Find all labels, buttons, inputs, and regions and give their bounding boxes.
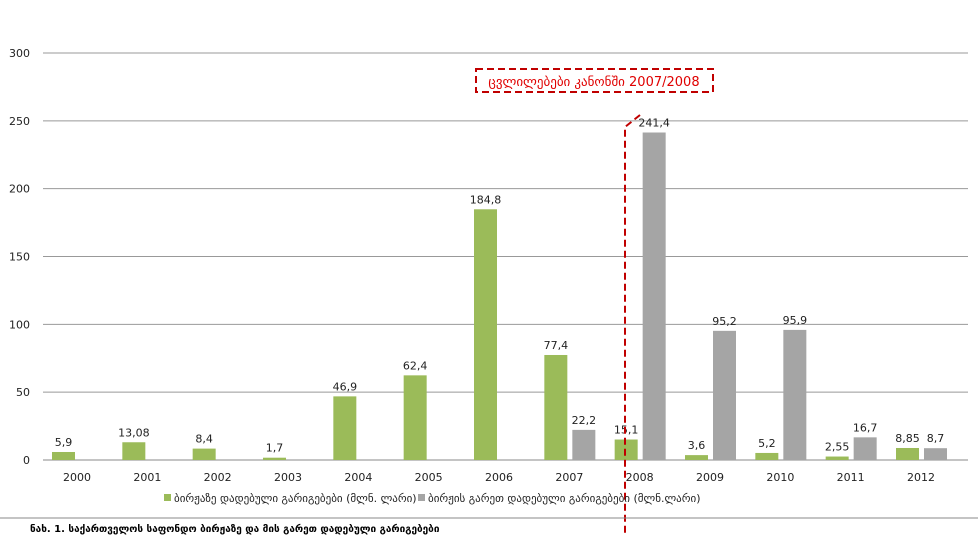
annotation-divider-line xyxy=(624,114,641,536)
bar-exchange-2012 xyxy=(896,447,919,460)
bar-otc-2012 xyxy=(924,448,947,460)
x-tick-label: 2001 xyxy=(133,471,161,484)
annotation-text: ცვლილებები კანონში 2007/2008 xyxy=(488,75,699,90)
y-tick-label: 300 xyxy=(9,47,30,60)
data-label: 1,7 xyxy=(266,442,284,455)
data-label: 5,2 xyxy=(758,437,776,450)
data-label: 8,85 xyxy=(895,432,920,445)
legend-label-exchange: ბირჟაზე დადებული გარიგებები (მლნ. ლარი) xyxy=(174,492,417,505)
x-tick-label: 2006 xyxy=(485,471,513,484)
bar-exchange-2000 xyxy=(52,451,75,460)
y-tick-label: 100 xyxy=(9,318,30,331)
bar-otc-2011 xyxy=(853,437,877,460)
data-label: 62,4 xyxy=(403,359,428,372)
x-tick-label: 2009 xyxy=(696,471,724,484)
x-tick-label: 2008 xyxy=(626,471,654,484)
data-label: 241,4 xyxy=(638,117,670,130)
legend: ბირჟაზე დადებული გარიგებები (მლნ. ლარი) … xyxy=(164,492,701,505)
data-label: 3,6 xyxy=(688,439,706,452)
data-label: 8,4 xyxy=(195,433,213,446)
data-label: 5,9 xyxy=(55,436,73,449)
data-label: 22,2 xyxy=(572,414,597,427)
x-tick-label: 2002 xyxy=(204,471,232,484)
x-tick-label: 2003 xyxy=(274,471,302,484)
bar-exchange-2007 xyxy=(544,354,568,460)
legend-swatch-exchange xyxy=(164,494,171,501)
data-label: 77,4 xyxy=(544,339,569,352)
bar-exchange-2009 xyxy=(685,455,708,460)
y-tick-label: 150 xyxy=(9,251,30,264)
bar-exchange-2010 xyxy=(755,452,779,460)
x-tick-label: 2010 xyxy=(766,471,794,484)
data-label: 46,9 xyxy=(333,380,358,393)
x-tick-label: 2007 xyxy=(555,471,583,484)
bar-exchange-2003 xyxy=(263,457,286,460)
data-label: 184,8 xyxy=(470,193,502,206)
bar-exchange-2011 xyxy=(825,456,849,460)
bar-exchange-2006 xyxy=(474,209,497,460)
data-label: 13,08 xyxy=(118,426,150,439)
x-tick-label: 2000 xyxy=(63,471,91,484)
y-tick-label: 200 xyxy=(9,183,30,196)
x-tick-label: 2004 xyxy=(344,471,372,484)
bar-otc-2007 xyxy=(572,429,596,460)
bar-otc-2008 xyxy=(642,132,666,460)
legend-label-otc: ბირჟის გარეთ დადებული გარიგებები (მლნ.ლა… xyxy=(428,492,701,505)
x-tick-label: 2011 xyxy=(837,471,865,484)
bar-exchange-2002 xyxy=(192,448,216,460)
legend-swatch-otc xyxy=(418,494,425,501)
data-label: 16,7 xyxy=(853,421,878,434)
bar-exchange-2005 xyxy=(403,375,427,460)
y-tick-label: 250 xyxy=(9,115,30,128)
y-tick-label: 50 xyxy=(16,386,30,399)
data-label: 95,9 xyxy=(783,314,808,327)
annotation-box xyxy=(475,68,714,93)
bar-otc-2010 xyxy=(783,329,807,460)
data-label: 95,2 xyxy=(712,315,737,328)
law-change-annotation: ცვლილებები კანონში 2007/2008 xyxy=(475,68,714,536)
data-label: 15,1 xyxy=(614,424,639,437)
x-tick-label: 2012 xyxy=(907,471,935,484)
x-tick-label: 2005 xyxy=(415,471,443,484)
y-tick-label: 0 xyxy=(23,454,30,467)
data-label: 2,55 xyxy=(825,441,850,454)
bar-otc-2009 xyxy=(713,330,736,460)
data-label: 8,7 xyxy=(927,432,945,445)
bar-exchange-2008 xyxy=(614,439,638,460)
bar-exchange-2001 xyxy=(122,442,146,460)
bar-exchange-2004 xyxy=(333,396,357,460)
figure-caption: ნახ. 1. საქართველოს საფონდო ბირჟაზე და მ… xyxy=(30,523,440,535)
